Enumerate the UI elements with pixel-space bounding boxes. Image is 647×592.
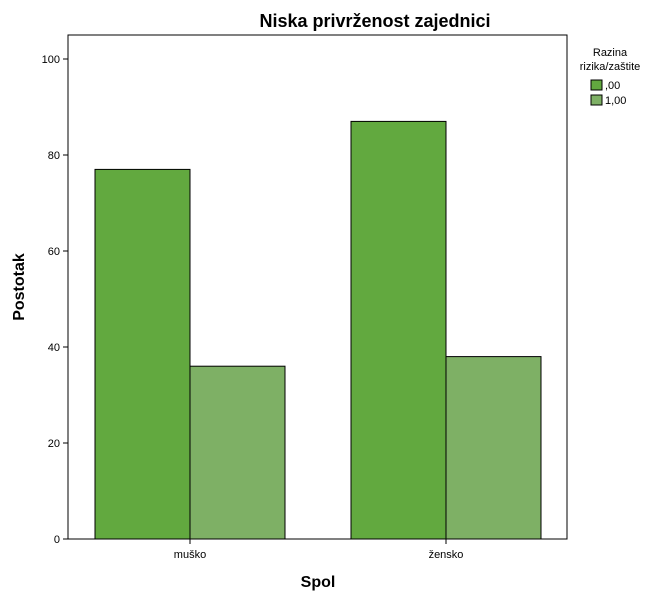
y-tick-label: 40: [48, 342, 60, 354]
legend-items: ,00 1,00: [590, 79, 626, 107]
y-tick-label: 100: [42, 54, 60, 66]
x-axis: muško žensko: [174, 539, 464, 561]
bar-series-00-1: [350, 120, 447, 540]
legend: Razina rizika/zaštite ,00 1,00: [580, 47, 641, 107]
x-axis-title: Spol: [301, 574, 336, 591]
legend-swatch: [590, 79, 603, 91]
legend-label: 1,00: [605, 95, 626, 107]
y-tick-label: 0: [54, 534, 60, 546]
legend-title-line-1: Razina: [593, 47, 628, 59]
y-axis-title: Postotak: [11, 253, 28, 321]
x-tick-label: žensko: [429, 549, 464, 561]
y-tick-label: 60: [48, 246, 60, 258]
bar-series-00-0: [94, 168, 191, 540]
bars: [94, 120, 542, 540]
legend-swatch: [590, 94, 603, 106]
plot-area: [67, 34, 568, 540]
y-tick-label: 20: [48, 438, 60, 450]
legend-label: ,00: [605, 80, 620, 92]
y-tick-label: 80: [48, 150, 60, 162]
legend-title-line-2: rizika/zaštite: [580, 61, 641, 73]
bar-series-100-1: [445, 356, 542, 540]
x-tick-label: muško: [174, 549, 206, 561]
y-axis: 0 20 40 60 80 100: [42, 54, 68, 546]
bar-series-100-0: [189, 365, 286, 540]
chart-title: Niska privrženost zajednici: [259, 11, 490, 31]
